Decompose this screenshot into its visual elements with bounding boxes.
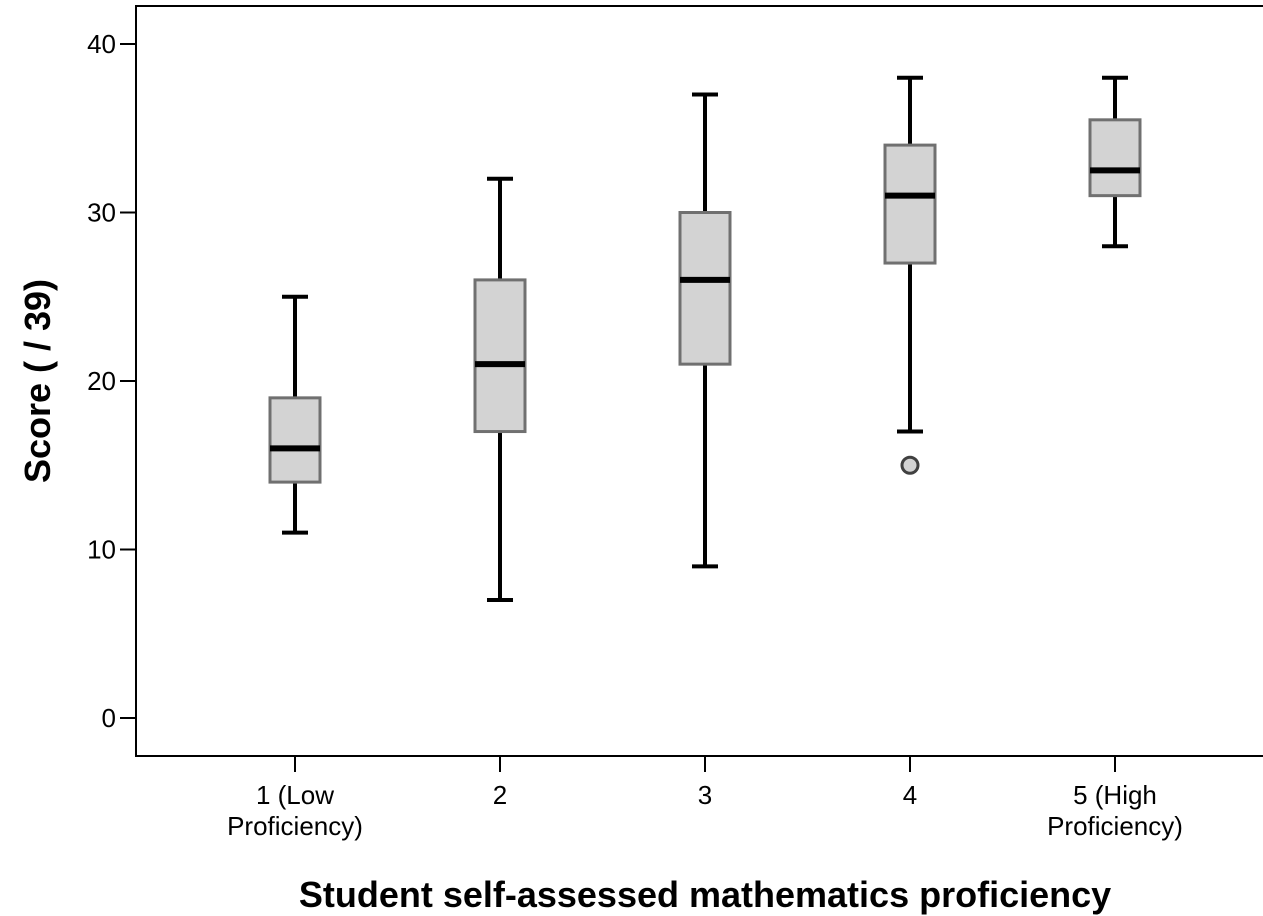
- x-tick-label: 1 (Low: [256, 780, 334, 810]
- y-tick-label: 0: [102, 703, 116, 733]
- y-axis: 0 10 20 30 40: [87, 29, 136, 733]
- x-tick-label: 5 (High: [1073, 780, 1157, 810]
- box-group: [678, 92, 732, 569]
- iqr-box: [678, 211, 732, 366]
- x-axis-title: Student self-assessed mathematics profic…: [299, 874, 1111, 915]
- x-tick-label-line2: Proficiency): [227, 811, 363, 841]
- iqr-box: [268, 396, 322, 484]
- box-group: [268, 294, 322, 535]
- x-tick-label-line2: Proficiency): [1047, 811, 1183, 841]
- box-group: [883, 75, 937, 475]
- y-tick-label: 40: [87, 29, 116, 59]
- x-tick-label: 3: [698, 780, 712, 810]
- x-tick-label: 2: [493, 780, 507, 810]
- outlier-point: [900, 455, 920, 475]
- iqr-box: [1088, 118, 1142, 198]
- x-tick-label: 4: [903, 780, 917, 810]
- y-tick-label: 30: [87, 198, 116, 228]
- box-group: [1088, 75, 1142, 249]
- y-tick-label: 20: [87, 366, 116, 396]
- y-tick-label: 10: [87, 535, 116, 565]
- y-axis-title: Score ( / 39): [17, 279, 58, 483]
- iqr-box: [883, 143, 937, 265]
- box-group: [473, 176, 527, 603]
- iqr-box: [473, 278, 527, 434]
- boxes: [268, 75, 1142, 603]
